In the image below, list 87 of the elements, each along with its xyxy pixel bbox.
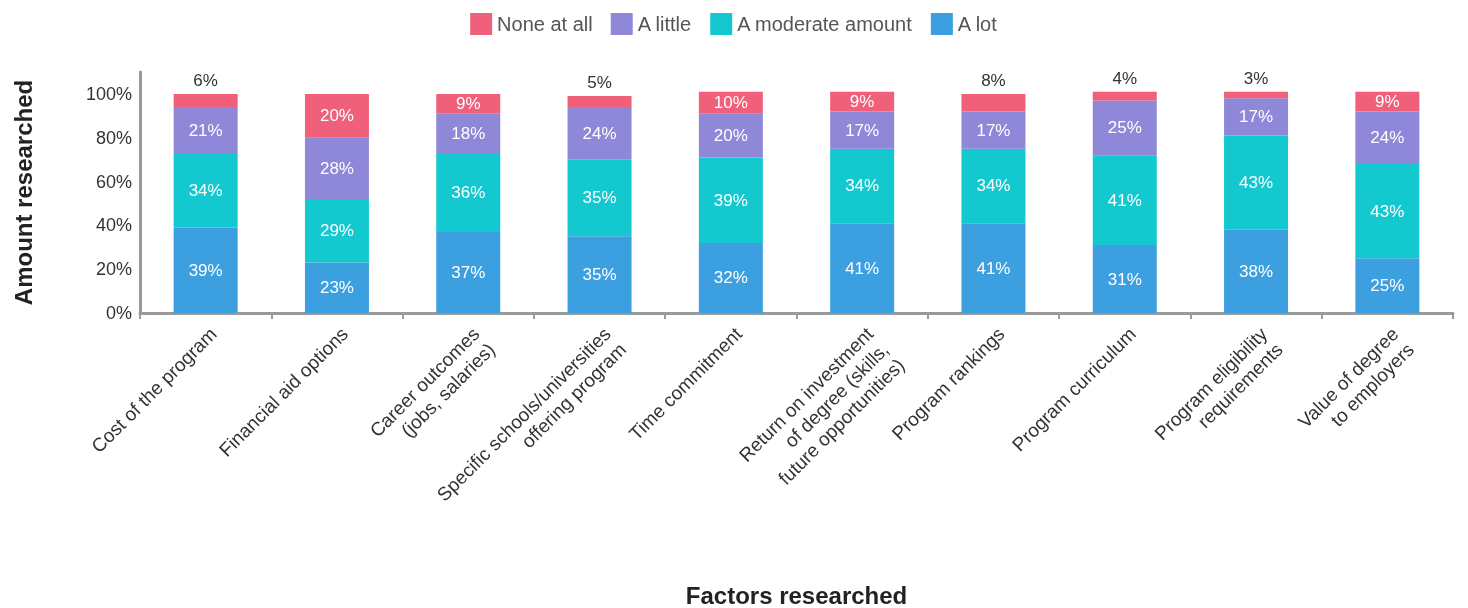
y-tick-label: 40% <box>95 215 132 236</box>
bar <box>567 159 632 237</box>
bar <box>1355 258 1420 313</box>
data-label: 25% <box>1370 276 1405 296</box>
data-label: 39% <box>188 260 223 280</box>
bar <box>304 199 369 263</box>
data-label: 23% <box>319 278 354 298</box>
bar <box>1092 245 1157 313</box>
data-label: 5% <box>587 73 612 93</box>
legend-label: A lot <box>957 13 998 35</box>
bar <box>961 223 1026 313</box>
data-label: 43% <box>1239 173 1274 193</box>
data-label: 10% <box>713 93 748 113</box>
bar <box>830 111 895 149</box>
bar <box>1224 98 1289 136</box>
y-axis-title: Amount researched <box>9 79 37 306</box>
data-label: 21% <box>188 120 223 140</box>
bar <box>961 93 1026 112</box>
legend-label: A little <box>637 13 692 35</box>
data-label: 34% <box>188 180 223 200</box>
data-label: 39% <box>713 190 748 210</box>
legend-label: None at all <box>497 13 593 35</box>
y-tick-label: 100% <box>85 83 132 104</box>
bar <box>1092 91 1157 101</box>
data-label: 29% <box>319 221 354 241</box>
bar <box>173 227 238 313</box>
bar <box>1224 229 1289 313</box>
bar <box>698 157 763 243</box>
data-label: 24% <box>582 123 617 143</box>
bar <box>304 93 369 138</box>
bar <box>1224 135 1289 230</box>
data-label: 34% <box>845 176 880 196</box>
data-label: 34% <box>976 176 1011 196</box>
bar <box>1355 164 1420 259</box>
bar <box>436 153 501 232</box>
bar <box>961 111 1026 149</box>
bar <box>1224 91 1289 99</box>
data-label: 41% <box>976 258 1011 278</box>
y-tick-label: 60% <box>95 171 132 192</box>
data-label: 32% <box>713 268 748 288</box>
data-label: 20% <box>713 126 748 146</box>
data-label: 35% <box>582 188 617 208</box>
bar <box>304 137 369 200</box>
data-label: 17% <box>976 120 1011 140</box>
bar <box>567 107 632 160</box>
x-axis-title: Factors researched <box>685 581 908 608</box>
data-label: 8% <box>981 70 1006 90</box>
data-label: 4% <box>1112 68 1138 88</box>
data-label: 37% <box>451 262 486 282</box>
data-label: 41% <box>1107 190 1142 210</box>
bar <box>1355 111 1420 165</box>
bar <box>173 93 238 108</box>
bar <box>1092 155 1157 246</box>
bar <box>567 236 632 313</box>
data-label: 31% <box>1107 269 1142 289</box>
data-label: 38% <box>1239 261 1274 281</box>
bar <box>567 96 632 108</box>
bar <box>436 231 501 313</box>
y-tick-label: 20% <box>95 259 132 280</box>
bar <box>961 148 1026 224</box>
data-label: 35% <box>582 265 617 285</box>
data-label: 9% <box>849 92 875 112</box>
data-label: 43% <box>1370 201 1405 221</box>
bar <box>830 148 895 224</box>
data-label: 24% <box>1370 128 1405 148</box>
data-label: 36% <box>451 183 486 202</box>
data-label: 9% <box>1375 92 1400 112</box>
data-label: 3% <box>1243 68 1269 88</box>
bar <box>173 107 238 154</box>
data-label: 25% <box>1107 118 1142 138</box>
data-label: 18% <box>451 123 486 143</box>
data-label: 17% <box>845 120 880 140</box>
data-label: 17% <box>1239 107 1274 127</box>
y-tick-label: 80% <box>95 127 132 148</box>
data-label: 20% <box>319 106 354 126</box>
bar <box>173 153 238 228</box>
bar <box>830 223 895 313</box>
data-label: 41% <box>845 258 880 278</box>
bar <box>304 262 369 313</box>
bar <box>1092 100 1157 156</box>
bar <box>698 242 763 313</box>
bar <box>698 113 763 158</box>
data-label: 6% <box>193 70 218 90</box>
data-label: 9% <box>455 94 481 114</box>
y-tick-label: 0% <box>105 303 132 323</box>
data-label: 28% <box>319 158 354 178</box>
legend-label: A moderate amount <box>737 13 913 35</box>
